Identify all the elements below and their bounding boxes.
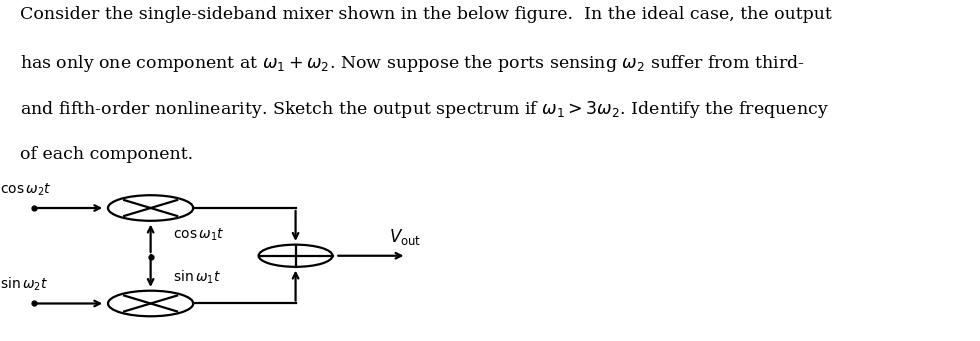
Text: $\sin\omega_1 t$: $\sin\omega_1 t$ (173, 268, 221, 286)
Text: $V_{\mathrm{out}}$: $V_{\mathrm{out}}$ (389, 227, 421, 247)
Text: $\cos\omega_2 t$: $\cos\omega_2 t$ (0, 181, 52, 198)
Text: has only one component at $\omega_1 + \omega_2$. Now suppose the ports sensing $: has only one component at $\omega_1 + \o… (20, 53, 805, 74)
Text: $\sin\omega_2 t$: $\sin\omega_2 t$ (0, 276, 48, 293)
Text: of each component.: of each component. (20, 146, 193, 163)
Text: $\cos\omega_1 t$: $\cos\omega_1 t$ (173, 226, 225, 243)
Text: and fifth-order nonlinearity. Sketch the output spectrum if $\omega_1 > 3\omega_: and fifth-order nonlinearity. Sketch the… (20, 99, 828, 120)
Text: Consider the single-sideband mixer shown in the below figure.  In the ideal case: Consider the single-sideband mixer shown… (20, 6, 831, 23)
